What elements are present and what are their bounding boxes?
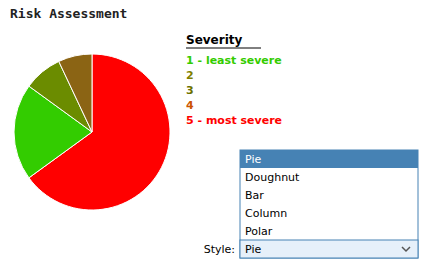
dropdown-option[interactable]: Pie [245,153,261,166]
legend-underline [186,48,261,49]
pie [14,54,170,210]
dropdown-option[interactable]: Column [245,207,287,220]
pie-slice [59,54,92,132]
dropdown[interactable]: Pie Doughnut Bar Column Polar Pie [240,150,418,258]
legend-item: 3 [186,84,194,97]
dropdown-option[interactable]: Polar [245,225,273,238]
style-bar[interactable] [240,240,418,258]
chart-title: Risk Assessment [10,6,127,21]
dropdown-highlight[interactable] [240,150,418,168]
dropdown-option[interactable]: Bar [245,189,264,202]
legend-title: Severity [186,33,243,47]
dropdown-option[interactable]: Doughnut [245,171,300,184]
legend-item: 1 - least severe [186,54,282,67]
chart-root: Risk Assessment Severity 1 - least severe 2… [0,0,428,273]
dropdown-arrow[interactable] [402,247,410,251]
legend: Severity 1 - least severe 2 3 4 5 - most seve… [186,33,282,127]
legend-item: 2 [186,69,194,82]
dropdown-selected[interactable]: Pie [245,243,261,256]
dropdown-box [240,150,418,258]
legend-item: 5 - most severe [186,114,282,127]
style-label: Style: [204,243,235,256]
legend-item: 4 [186,99,194,112]
